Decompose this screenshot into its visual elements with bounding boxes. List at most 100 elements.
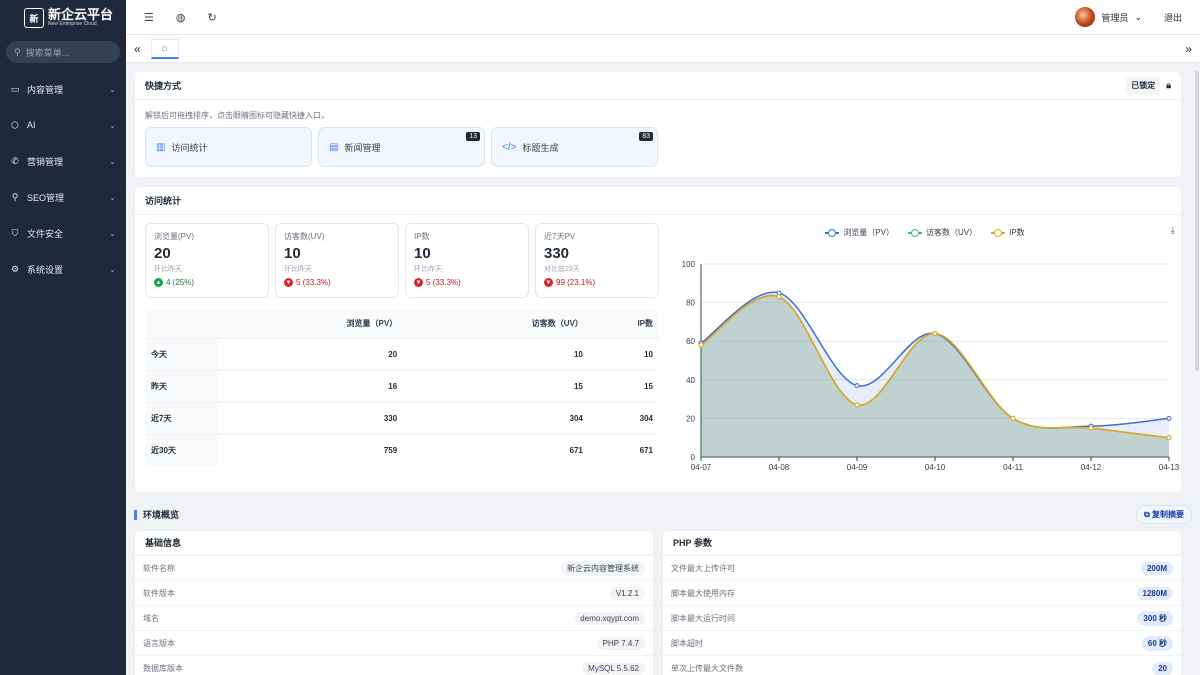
table-header: IP数 xyxy=(588,310,659,338)
php-params-card: PHP 参数 文件最大上传许可 200M 脚本最大使用内存 1280M 脚本最大运行… xyxy=(662,530,1182,675)
scroll-right-icon[interactable]: » xyxy=(1185,41,1192,56)
stat-card-uv: 访客数(UV) 10 环比昨天 ▼ 5 (33.3%) xyxy=(275,223,399,298)
stat-value: 10 xyxy=(414,245,431,262)
data-point xyxy=(698,342,704,348)
globe-icon[interactable]: ◍ xyxy=(175,11,186,24)
main-area: ☰ ◍ ↻ 管理员 ⌄ 退出 « ⌂ » 快捷方式 已锁定 xyxy=(126,0,1200,675)
basic-info-card: 基础信息 软件名称 新企云内容管理系统 软件版本 V1.2.1 域名 demo.xqy… xyxy=(134,530,654,675)
kv-row: 单次上传最大文件数 20 xyxy=(663,655,1181,675)
stat-sub: 环比昨天 xyxy=(284,266,312,273)
content-area: 快捷方式 已锁定 🔒︎ 解锁后可拖拽排序，点击眼睛图标可隐藏快捷入口。 ▥ 访问统… xyxy=(126,63,1200,675)
y-tick-label: 60 xyxy=(686,337,695,346)
sidebar-item-label: SEO管理 xyxy=(27,192,65,203)
menu-toggle-icon[interactable]: ☰ xyxy=(144,11,154,24)
series-area-3 xyxy=(701,295,1169,457)
scrollbar[interactable] xyxy=(1195,71,1199,371)
sidebar-item-file-security[interactable]: ⛉ 文件安全 ⌄ xyxy=(0,215,126,251)
x-tick-label: 04-09 xyxy=(847,463,868,472)
sidebar-item-label: 营销管理 xyxy=(27,156,64,167)
data-point xyxy=(1088,425,1094,431)
count-badge: 13 xyxy=(466,132,480,141)
table-header: 浏览量（PV） xyxy=(219,310,404,338)
kv-row: 脚本最大使用内存 1280M xyxy=(663,580,1181,605)
visits-card: 访问统计 浏览量(PV) 20 环比昨天 ▲ 4 (25%) 访客数(UV) xyxy=(134,186,1182,493)
arrow-down-icon: ▼ xyxy=(284,278,293,287)
sidebar-item-marketing[interactable]: ✆ 营销管理 ⌄ xyxy=(0,143,126,179)
refresh-icon[interactable]: ↻ xyxy=(207,11,217,24)
visits-chart: 浏览量（PV） 访客数（UV） IP数 ⤓ 0 20 40 60 80 100 04-07 0… xyxy=(669,223,1181,482)
legend-item[interactable]: 访客数（UV） xyxy=(907,227,977,238)
sidebar-item-settings[interactable]: ⚙ 系统设置 ⌄ xyxy=(0,251,126,287)
chevron-down-icon: ⌄ xyxy=(109,192,116,202)
copy-summary-button[interactable]: ⧉ 复制摘要 xyxy=(1136,505,1192,524)
count-badge: 83 xyxy=(639,132,653,141)
search-icon: ⚲ xyxy=(11,191,19,202)
tab-home[interactable]: ⌂ xyxy=(150,38,179,59)
data-point xyxy=(1010,415,1016,421)
arrow-down-icon: ▼ xyxy=(544,278,553,287)
user-menu[interactable]: 管理员 ⌄ xyxy=(1075,7,1142,27)
table-row: 近7天 330 304 304 xyxy=(145,401,659,434)
arrow-up-icon: ▲ xyxy=(154,278,163,287)
kv-row: 软件名称 新企云内容管理系统 xyxy=(135,555,653,580)
scroll-left-icon[interactable]: « xyxy=(134,41,141,56)
stat-label: 浏览量(PV) xyxy=(154,232,194,241)
logout-button[interactable]: 退出 xyxy=(1163,12,1182,23)
ai-icon: ⬡ xyxy=(11,119,19,130)
topbar: ☰ ◍ ↻ 管理员 ⌄ 退出 xyxy=(126,0,1200,35)
menu-search-input[interactable]: ⚲ 搜索菜单... xyxy=(6,41,120,63)
stat-label: 访客数(UV) xyxy=(284,232,325,241)
avatar xyxy=(1075,7,1096,27)
chevron-down-icon: ⌄ xyxy=(109,84,116,94)
brand-logo[interactable]: 新 新企云平台 New Enterprise Cloud xyxy=(0,0,126,36)
shortcut-label: 新闻管理 xyxy=(344,142,381,153)
sidebar-item-ai[interactable]: ⬡ AI ⌄ xyxy=(0,107,126,143)
sidebar-item-label: 文件安全 xyxy=(27,228,64,239)
env-header: 环境概览 ⧉ 复制摘要 xyxy=(134,505,1192,524)
sidebar-item-seo[interactable]: ⚲ SEO管理 ⌄ xyxy=(0,179,126,215)
lock-icon[interactable]: 🔒︎ xyxy=(1166,80,1171,90)
lock-status-badge: 已锁定 xyxy=(1126,77,1161,94)
shortcut-news[interactable]: ▤ 新闻管理 13 xyxy=(318,127,485,167)
data-point xyxy=(854,402,860,408)
data-point xyxy=(854,383,860,389)
kv-row: 脚本超时 60 秒 xyxy=(663,630,1181,655)
kv-row: 软件版本 V1.2.1 xyxy=(135,580,653,605)
stat-sub: 环比昨天 xyxy=(414,266,442,273)
home-icon: ⌂ xyxy=(161,42,168,54)
stat-change: ▼ 5 (33.3%) xyxy=(284,278,331,287)
arrow-down-icon: ▼ xyxy=(414,278,423,287)
copy-icon: ⧉ xyxy=(1144,510,1152,519)
shortcuts-card: 快捷方式 已锁定 🔒︎ 解锁后可拖拽排序，点击眼睛图标可隐藏快捷入口。 ▥ 访问统… xyxy=(134,71,1182,178)
php-params-title: PHP 参数 xyxy=(663,531,1181,555)
basic-info-title: 基础信息 xyxy=(135,531,653,555)
legend-item[interactable]: 浏览量（PV） xyxy=(825,227,894,238)
user-name: 管理员 xyxy=(1101,12,1129,23)
stat-card-pv: 浏览量(PV) 20 环比昨天 ▲ 4 (25%) xyxy=(145,223,269,298)
sidebar-item-content[interactable]: ▭ 内容管理 ⌄ xyxy=(0,71,126,107)
phone-icon: ✆ xyxy=(11,155,19,166)
y-tick-label: 40 xyxy=(686,376,695,385)
kv-row: 文件最大上传许可 200M xyxy=(663,555,1181,580)
chevron-down-icon: ⌄ xyxy=(109,156,116,166)
y-tick-label: 100 xyxy=(682,260,696,269)
tab-bar: « ⌂ » xyxy=(126,35,1200,63)
x-tick-label: 04-11 xyxy=(1003,463,1023,472)
chevron-down-icon: ⌄ xyxy=(109,120,116,130)
data-point xyxy=(1166,415,1172,421)
legend-item[interactable]: IP数 xyxy=(991,227,1025,238)
shortcut-label: 标题生成 xyxy=(522,142,559,153)
stat-label: IP数 xyxy=(414,232,430,241)
chevron-down-icon: ⌄ xyxy=(109,264,116,274)
download-icon[interactable]: ⤓ xyxy=(1170,225,1175,236)
series-area-1 xyxy=(701,292,1169,457)
stat-sub: 对比前23天 xyxy=(544,266,580,273)
shortcut-visit-stats[interactable]: ▥ 访问统计 xyxy=(145,127,312,167)
search-icon: ⚲ xyxy=(14,46,21,57)
stat-change: ▲ 4 (25%) xyxy=(154,278,195,287)
kv-row: 域名 demo.xqypt.com xyxy=(135,605,653,630)
sidebar-item-label: 系统设置 xyxy=(27,264,64,275)
shortcut-title-gen[interactable]: </> 标题生成 83 xyxy=(491,127,658,167)
code-icon: </> xyxy=(502,141,517,153)
